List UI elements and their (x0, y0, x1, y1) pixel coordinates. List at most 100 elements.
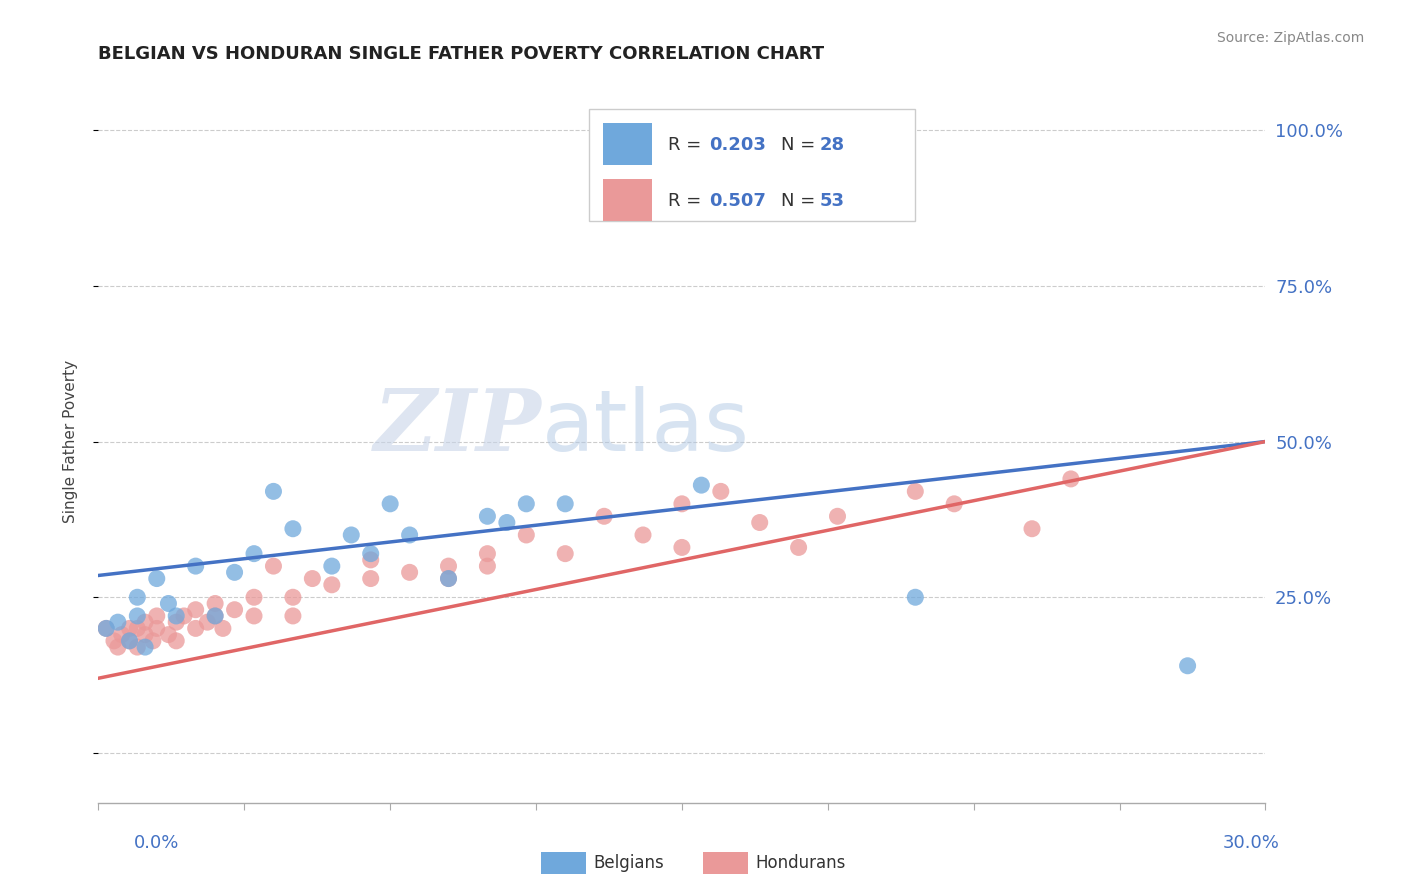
Point (477, 559, 499, 574)
Text: 28: 28 (820, 136, 845, 154)
Point (301, 572, 323, 586)
Point (1060, 472, 1083, 486)
Text: 0.203: 0.203 (709, 136, 766, 154)
Point (204, 597, 226, 611)
FancyBboxPatch shape (603, 123, 651, 165)
Point (340, 528, 363, 542)
Point (204, 609, 226, 624)
Point (243, 547, 266, 561)
Point (157, 597, 180, 611)
Point (96, 621, 118, 635)
Point (165, 633, 187, 648)
Point (204, 609, 226, 624)
Text: N =: N = (782, 192, 821, 210)
Point (134, 640, 156, 654)
Point (127, 640, 149, 654)
Point (437, 572, 460, 586)
Point (398, 528, 420, 542)
Point (827, 509, 849, 524)
Point (943, 497, 966, 511)
Point (107, 615, 129, 630)
Text: Hondurans: Hondurans (755, 854, 845, 871)
Point (111, 627, 134, 641)
Point (360, 547, 382, 561)
Point (184, 621, 207, 635)
Point (398, 566, 420, 580)
Point (142, 633, 165, 648)
Point (127, 591, 149, 605)
Text: BELGIAN VS HONDURAN SINGLE FATHER POVERTY CORRELATION CHART: BELGIAN VS HONDURAN SINGLE FATHER POVERT… (98, 45, 824, 63)
Point (515, 497, 537, 511)
Point (593, 509, 616, 524)
Point (671, 541, 693, 555)
Point (157, 627, 180, 641)
Text: Source: ZipAtlas.com: Source: ZipAtlas.com (1216, 31, 1364, 45)
Y-axis label: Single Father Poverty: Single Father Poverty (63, 360, 77, 523)
Point (380, 497, 402, 511)
Text: 30.0%: 30.0% (1223, 834, 1279, 852)
Point (710, 484, 733, 499)
Point (787, 541, 810, 555)
Point (262, 484, 284, 499)
Point (173, 609, 195, 624)
Point (184, 603, 207, 617)
Point (321, 578, 343, 592)
Point (690, 478, 713, 492)
Point (360, 553, 382, 567)
Point (243, 591, 266, 605)
Text: R =: R = (668, 192, 707, 210)
Point (477, 547, 499, 561)
Point (165, 615, 187, 630)
Point (243, 609, 266, 624)
Point (146, 609, 169, 624)
Point (496, 516, 519, 530)
Text: Belgians: Belgians (593, 854, 664, 871)
Point (515, 528, 537, 542)
Point (224, 566, 246, 580)
Point (748, 516, 770, 530)
Point (184, 559, 207, 574)
Text: atlas: atlas (541, 385, 749, 468)
Text: 53: 53 (820, 192, 845, 210)
Point (477, 509, 499, 524)
Point (554, 547, 576, 561)
Point (904, 484, 927, 499)
Point (262, 559, 284, 574)
Point (107, 640, 129, 654)
Text: R =: R = (668, 136, 707, 154)
Point (321, 559, 343, 574)
Point (1021, 522, 1043, 536)
Point (281, 522, 304, 536)
Text: 0.507: 0.507 (709, 192, 766, 210)
Point (671, 497, 693, 511)
Point (195, 615, 218, 630)
Point (281, 609, 304, 624)
Point (146, 621, 169, 635)
Point (118, 633, 141, 648)
Point (224, 603, 246, 617)
Point (212, 621, 235, 635)
Point (118, 633, 141, 648)
Point (134, 627, 156, 641)
Point (554, 497, 576, 511)
Text: 0.0%: 0.0% (134, 834, 179, 852)
Point (127, 621, 149, 635)
Point (127, 609, 149, 624)
Point (146, 572, 169, 586)
FancyBboxPatch shape (603, 179, 651, 221)
Point (1177, 658, 1199, 673)
Text: ZIP: ZIP (374, 385, 541, 469)
FancyBboxPatch shape (589, 109, 915, 221)
Point (281, 591, 304, 605)
Point (118, 621, 141, 635)
Point (904, 591, 927, 605)
Point (360, 572, 382, 586)
Point (165, 609, 187, 624)
Point (631, 528, 654, 542)
Point (103, 633, 125, 648)
Text: N =: N = (782, 136, 821, 154)
Point (437, 572, 460, 586)
Point (96, 621, 118, 635)
Point (134, 615, 156, 630)
Point (437, 559, 460, 574)
